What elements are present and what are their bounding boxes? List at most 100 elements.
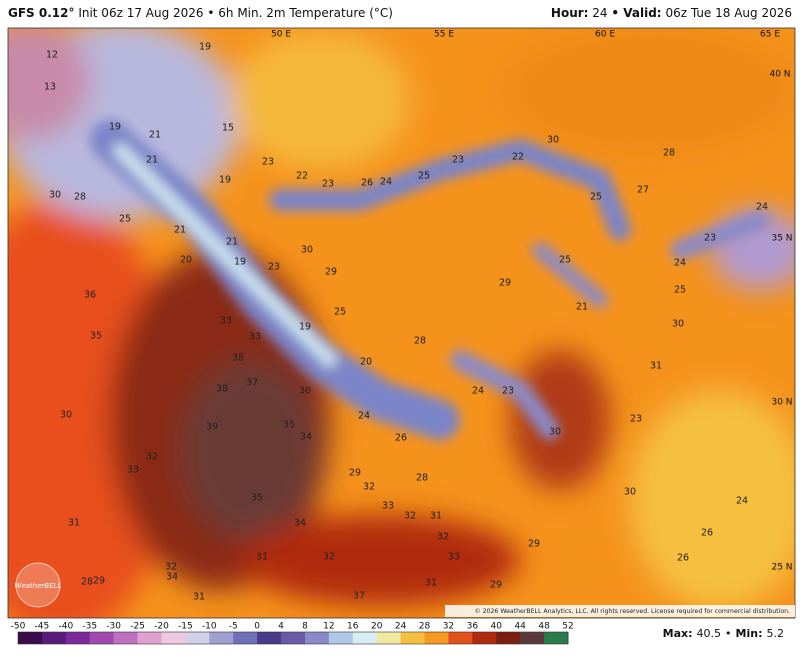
temp-label: 24 (674, 258, 686, 269)
temp-label: 28 (416, 473, 428, 484)
temp-label: 25 (418, 171, 430, 182)
title: Init 06z 17 Aug 2026 • 6h Min. 2m Temper… (78, 6, 393, 20)
lat-label: 30 N (771, 398, 792, 408)
temp-label: 19 (299, 322, 311, 333)
colorbar-swatch (89, 632, 115, 644)
temp-label: 31 (425, 578, 437, 589)
max-label: Max: (663, 627, 693, 640)
map-field (8, 28, 795, 618)
temp-label: 26 (677, 553, 689, 564)
lon-label: 55 E (434, 30, 454, 40)
colorbar-tick: 28 (419, 622, 431, 632)
temp-label: 28 (414, 336, 426, 347)
temp-label: 23 (630, 414, 642, 425)
temp-label: 25 (590, 192, 602, 203)
temp-label: 31 (68, 518, 80, 529)
hour: 24 (592, 6, 608, 20)
temp-label: 30 (547, 135, 559, 146)
temp-label: 32 (363, 482, 375, 493)
colorbar-tick: -25 (130, 622, 145, 632)
temp-label: 38 (216, 384, 228, 395)
temp-label: 32 (146, 452, 158, 463)
colorbar-tick: 8 (302, 622, 308, 632)
colorbar-swatch (185, 632, 210, 644)
temp-label: 13 (44, 82, 56, 93)
temp-label: 21 (146, 155, 158, 166)
temp-label: 19 (234, 257, 246, 268)
temp-label: 29 (499, 278, 511, 289)
colorbar-swatch (520, 632, 545, 644)
temp-label: 24 (736, 496, 748, 507)
temp-label: 33 (220, 316, 232, 327)
temp-label: 26 (361, 178, 373, 189)
temp-label: 30 (49, 190, 61, 201)
colorbar-tick: 44 (514, 622, 526, 632)
colorbar-tick: 24 (395, 622, 407, 632)
colorbar-swatch (137, 632, 162, 644)
temp-label: 22 (296, 171, 308, 182)
colorbar-swatch (18, 632, 43, 644)
colorbar-tick: -40 (58, 622, 73, 632)
temp-label: 32 (323, 552, 335, 563)
temp-label: 28 (74, 192, 86, 203)
colorbar-swatch (281, 632, 306, 644)
colorbar-swatch (400, 632, 426, 644)
max: 40.5 (697, 627, 722, 640)
temp-label: 33 (127, 465, 139, 476)
lat-label: 35 N (771, 234, 792, 244)
colorbar-swatch (328, 632, 354, 644)
temp-label: 29 (325, 267, 337, 278)
colorbar-swatch (113, 632, 139, 644)
temp-label: 39 (206, 422, 218, 433)
colorbar-swatch (161, 632, 186, 644)
temp-label: 38 (232, 353, 244, 364)
lat-label: 40 N (769, 70, 790, 80)
temp-label: 23 (704, 233, 716, 244)
temp-label: 20 (360, 357, 372, 368)
temp-label: 23 (452, 155, 464, 166)
temp-label: 25 (119, 214, 131, 225)
colorbar-tick: -35 (82, 622, 97, 632)
temp-label: 32 (165, 562, 177, 573)
temp-label: 37 (246, 378, 258, 389)
temp-label: 12 (46, 50, 58, 61)
temp-label: 23 (322, 179, 334, 190)
logo: WeatherBELL (15, 582, 62, 590)
colorbar-swatch (233, 632, 258, 644)
temp-label: 27 (637, 185, 649, 196)
colorbar-tick: -10 (202, 622, 217, 632)
lon-label: 60 E (595, 30, 615, 40)
logo-circle (15, 562, 61, 608)
colorbar-tick: 16 (347, 622, 359, 632)
copyright: © 2026 WeatherBELL Analytics, LLC. All r… (474, 607, 790, 615)
colorbar-tick: -15 (178, 622, 193, 632)
temp-label: 30 (301, 245, 313, 256)
colorbar-swatch (41, 632, 67, 644)
hour-label: Hour: (550, 6, 589, 20)
colorbar-swatch (424, 632, 449, 644)
temp-label: 37 (353, 591, 365, 602)
colorbar-tick: 36 (467, 622, 479, 632)
colorbar-swatch (496, 632, 521, 644)
colorbar-tick: 40 (491, 622, 503, 632)
header-left: GFS 0.12° Init 06z 17 Aug 2026 • 6h Min.… (8, 6, 393, 20)
temp-label: 35 (90, 331, 102, 342)
temp-label: 24 (472, 386, 484, 397)
temp-label: 28 (81, 577, 93, 588)
temp-label: 15 (222, 123, 234, 134)
colorbar-tick: 52 (562, 622, 573, 632)
temp-label: 19 (199, 42, 211, 53)
temp-label: 21 (149, 130, 161, 141)
colorbar-tick: 32 (443, 622, 454, 632)
lon-label: 65 E (760, 30, 780, 40)
colorbar-swatch (472, 632, 497, 644)
temp-label: 24 (380, 177, 392, 188)
temp-label: 29 (490, 580, 502, 591)
temp-label: 25 (674, 285, 686, 296)
temp-label: 20 (180, 255, 192, 266)
temp-label: 19 (219, 175, 231, 186)
colorbar-tick: -50 (11, 622, 26, 632)
colorbar-swatch (257, 632, 282, 644)
colorbar-swatch (65, 632, 91, 644)
